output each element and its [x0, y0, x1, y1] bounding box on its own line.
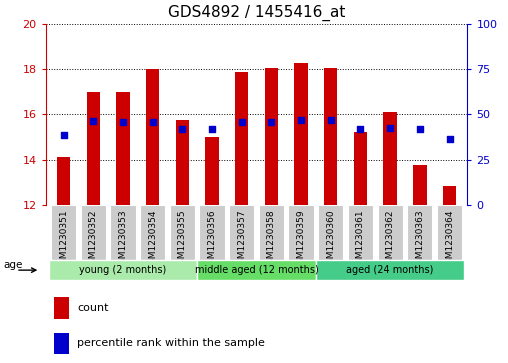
Point [208, 126, 216, 132]
Title: GDS4892 / 1455416_at: GDS4892 / 1455416_at [168, 5, 345, 21]
Point [446, 136, 454, 142]
FancyBboxPatch shape [437, 205, 462, 260]
FancyBboxPatch shape [81, 205, 106, 260]
Bar [443, 186, 456, 205]
FancyBboxPatch shape [110, 205, 136, 260]
Point [386, 125, 394, 131]
Text: GSM1230354: GSM1230354 [148, 209, 157, 270]
FancyBboxPatch shape [49, 260, 197, 280]
Point [178, 126, 186, 132]
Text: middle aged (12 months): middle aged (12 months) [195, 265, 319, 275]
Bar [116, 91, 130, 205]
Point [59, 132, 68, 138]
Point [327, 117, 335, 123]
FancyBboxPatch shape [140, 205, 165, 260]
Point [148, 119, 156, 125]
Bar [54, 333, 69, 354]
Bar [176, 120, 189, 205]
Bar [146, 69, 160, 205]
Text: GSM1230362: GSM1230362 [386, 209, 395, 270]
Point [416, 126, 424, 132]
FancyBboxPatch shape [318, 205, 343, 260]
Point [89, 118, 98, 124]
Text: GSM1230351: GSM1230351 [59, 209, 68, 270]
Text: GSM1230355: GSM1230355 [178, 209, 187, 270]
Point [267, 119, 275, 125]
FancyBboxPatch shape [229, 205, 255, 260]
Bar [205, 137, 218, 205]
Bar [57, 158, 70, 205]
Text: aged (24 months): aged (24 months) [346, 265, 434, 275]
Bar [324, 68, 337, 205]
Text: GSM1230364: GSM1230364 [445, 209, 454, 270]
FancyBboxPatch shape [199, 205, 225, 260]
Text: GSM1230358: GSM1230358 [267, 209, 276, 270]
Text: GSM1230360: GSM1230360 [326, 209, 335, 270]
Bar [413, 166, 427, 205]
Point [297, 117, 305, 123]
FancyBboxPatch shape [407, 205, 432, 260]
Bar [384, 112, 397, 205]
Bar [354, 132, 367, 205]
Point [357, 126, 365, 132]
Text: GSM1230352: GSM1230352 [89, 209, 98, 270]
Text: GSM1230359: GSM1230359 [297, 209, 306, 270]
Text: GSM1230361: GSM1230361 [356, 209, 365, 270]
Text: percentile rank within the sample: percentile rank within the sample [77, 338, 265, 348]
Text: count: count [77, 303, 109, 313]
FancyBboxPatch shape [259, 205, 284, 260]
FancyBboxPatch shape [170, 205, 195, 260]
Bar [86, 91, 100, 205]
Text: age: age [4, 261, 23, 270]
Text: GSM1230363: GSM1230363 [416, 209, 424, 270]
Text: young (2 months): young (2 months) [79, 265, 167, 275]
FancyBboxPatch shape [289, 205, 314, 260]
Bar [265, 68, 278, 205]
Text: GSM1230356: GSM1230356 [207, 209, 216, 270]
FancyBboxPatch shape [197, 260, 316, 280]
Bar [235, 72, 248, 205]
Text: GSM1230353: GSM1230353 [118, 209, 128, 270]
FancyBboxPatch shape [348, 205, 373, 260]
FancyBboxPatch shape [51, 205, 76, 260]
Bar [54, 297, 69, 319]
Bar [295, 63, 308, 205]
Point [119, 119, 127, 125]
FancyBboxPatch shape [377, 205, 403, 260]
Text: GSM1230357: GSM1230357 [237, 209, 246, 270]
FancyBboxPatch shape [316, 260, 464, 280]
Point [238, 119, 246, 125]
